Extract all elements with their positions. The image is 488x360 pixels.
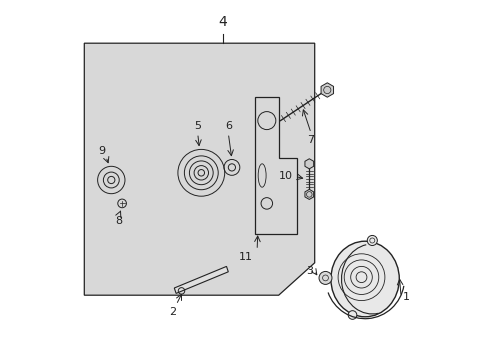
Text: 9: 9 xyxy=(99,145,105,156)
Polygon shape xyxy=(305,159,313,169)
Text: 11: 11 xyxy=(239,252,253,262)
Text: 2: 2 xyxy=(168,307,176,317)
Polygon shape xyxy=(305,189,313,199)
Circle shape xyxy=(318,271,331,284)
Text: 10: 10 xyxy=(279,171,292,181)
Polygon shape xyxy=(174,266,228,293)
Polygon shape xyxy=(321,83,333,97)
Text: 7: 7 xyxy=(307,135,314,145)
Text: 8: 8 xyxy=(116,216,122,226)
Ellipse shape xyxy=(330,241,399,317)
Text: 5: 5 xyxy=(194,121,201,131)
Circle shape xyxy=(347,311,356,319)
Text: 4: 4 xyxy=(218,15,227,29)
Polygon shape xyxy=(84,43,314,295)
Circle shape xyxy=(366,235,377,246)
Text: 6: 6 xyxy=(224,121,231,131)
Text: 3: 3 xyxy=(305,266,312,276)
Text: 1: 1 xyxy=(402,292,409,302)
